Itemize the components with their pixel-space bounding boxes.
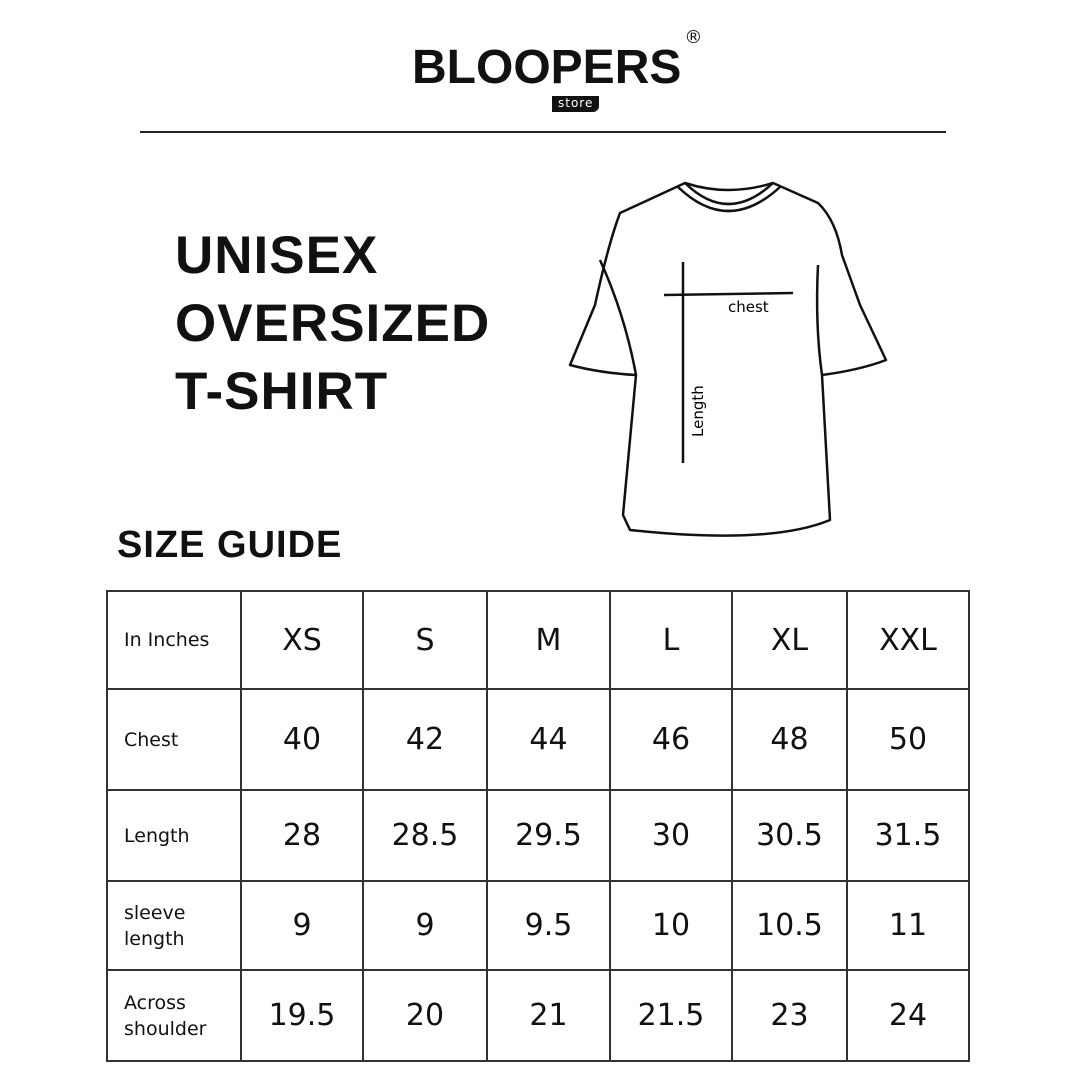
cell: 42 [362, 688, 488, 791]
cell: 10.5 [731, 880, 848, 971]
cell: 11 [846, 880, 970, 971]
title-line: UNISEX [175, 226, 379, 285]
brand-name: BLOOPERS [412, 41, 682, 94]
size-guide-heading: SIZE GUIDE [117, 524, 343, 566]
row-label: Length [106, 789, 242, 882]
cell: 9.5 [486, 880, 611, 971]
cell: 48 [731, 688, 848, 791]
cell: 28 [240, 789, 364, 882]
cell: 30.5 [731, 789, 848, 882]
cell: 31.5 [846, 789, 970, 882]
size-header: M [486, 590, 611, 690]
title-line: T-SHIRT [175, 362, 389, 421]
cell: 50 [846, 688, 970, 791]
brand-name-line: BLOOPERS® [412, 28, 702, 94]
length-label: Length [689, 385, 707, 437]
size-header: L [609, 590, 733, 690]
row-label: Chest [106, 688, 242, 791]
cell: 29.5 [486, 789, 611, 882]
cell: 30 [609, 789, 733, 882]
table-row: Length 28 28.5 29.5 30 30.5 31.5 [106, 789, 970, 882]
title-line: OVERSIZED [175, 294, 491, 353]
cell: 9 [240, 880, 364, 971]
cell: 44 [486, 688, 611, 791]
table-header-row: In Inches XS S M L XL XXL [106, 590, 970, 690]
table-row: Chest 40 42 44 46 48 50 [106, 688, 970, 791]
size-table: In Inches XS S M L XL XXL Chest 40 42 44… [106, 590, 970, 1062]
table-row: sleeve length 9 9 9.5 10 10.5 11 [106, 880, 970, 971]
table-row: Across shoulder 19.5 20 21 21.5 23 24 [106, 969, 970, 1062]
cell: 46 [609, 688, 733, 791]
brand-sub: store [552, 96, 600, 112]
cell: 9 [362, 880, 488, 971]
registered-mark: ® [684, 27, 703, 48]
row-label: Across shoulder [106, 969, 242, 1062]
cell: 21.5 [609, 969, 733, 1062]
cell: 40 [240, 688, 364, 791]
cell: 23 [731, 969, 848, 1062]
divider [140, 131, 946, 133]
chest-label: chest [728, 298, 769, 316]
row-label: sleeve length [106, 880, 242, 971]
cell: 20 [362, 969, 488, 1062]
cell: 10 [609, 880, 733, 971]
product-title: UNISEX OVERSIZED T-SHIRT [175, 222, 490, 426]
size-header: XXL [846, 590, 970, 690]
tshirt-diagram: chest Length [568, 181, 888, 537]
corner-cell: In Inches [106, 590, 242, 690]
size-header: XS [240, 590, 364, 690]
size-header: XL [731, 590, 848, 690]
size-header: S [362, 590, 488, 690]
cell: 24 [846, 969, 970, 1062]
cell: 19.5 [240, 969, 364, 1062]
brand-logo: BLOOPERS® store [412, 28, 732, 118]
cell: 21 [486, 969, 611, 1062]
cell: 28.5 [362, 789, 488, 882]
